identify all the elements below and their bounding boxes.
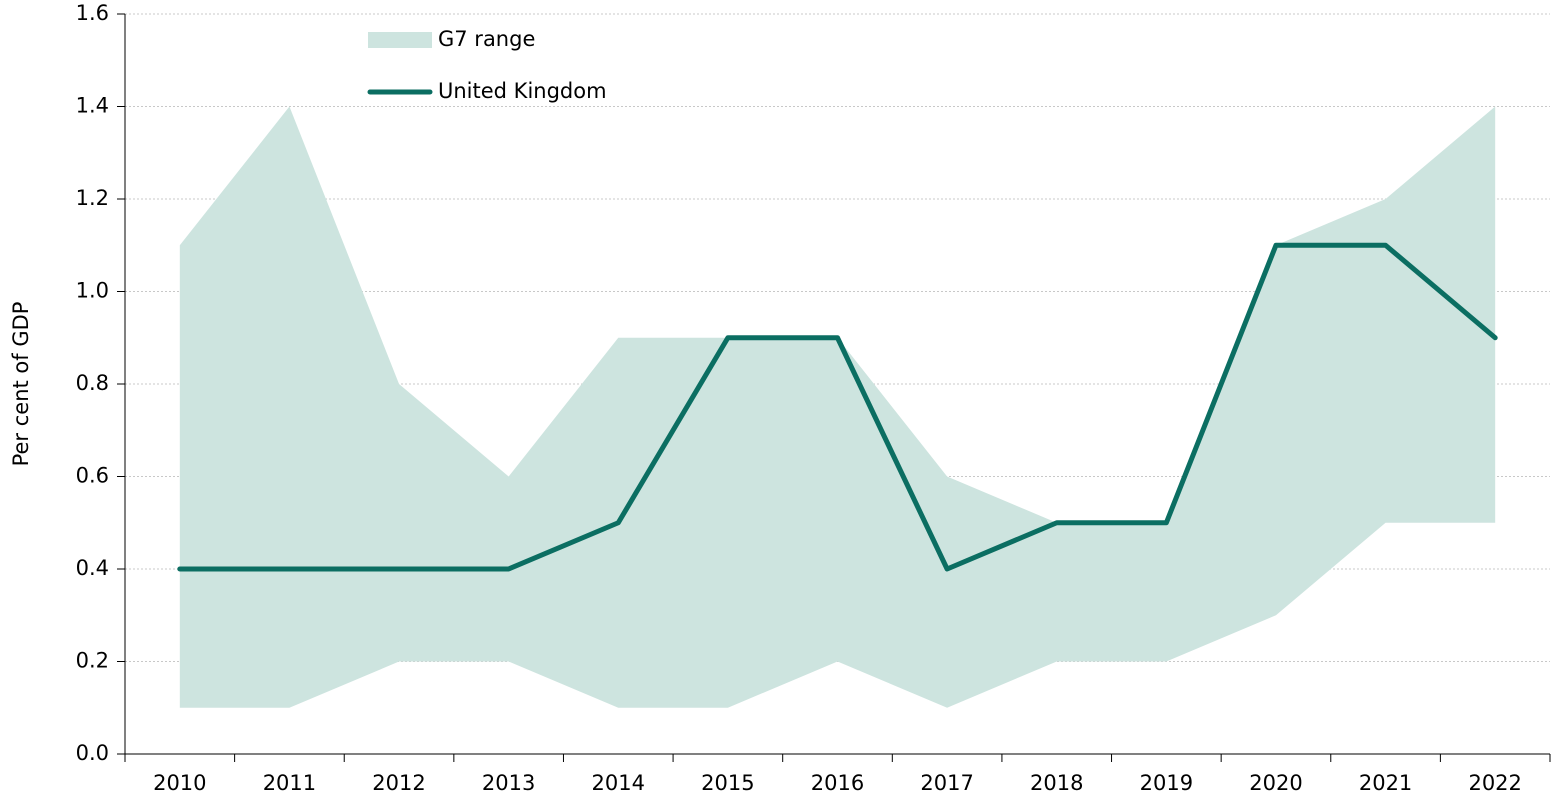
y-tick-label: 1.6 xyxy=(76,1,109,25)
y-tick-label: 1.0 xyxy=(76,279,109,303)
y-tick-label: 0.8 xyxy=(76,371,109,395)
x-tick-label: 2016 xyxy=(811,771,864,795)
line xyxy=(177,242,1498,572)
x-tick-label: 2020 xyxy=(1249,771,1302,795)
x-tick-label: 2018 xyxy=(1030,771,1083,795)
legend-swatch xyxy=(368,32,432,48)
y-tick-label: 0.4 xyxy=(76,556,109,580)
x-tick-label: 2012 xyxy=(372,771,425,795)
x-tick-label: 2015 xyxy=(701,771,754,795)
range-area xyxy=(179,106,1496,708)
x-tick-label: 2010 xyxy=(153,771,206,795)
y-tick-label: 0.2 xyxy=(76,649,109,673)
x-tick-label: 2013 xyxy=(482,771,535,795)
x-tick-label: 2019 xyxy=(1140,771,1193,795)
x-tick-label: 2017 xyxy=(920,771,973,795)
legend-label: G7 range xyxy=(438,27,535,51)
y-tick-label: 1.4 xyxy=(76,94,109,118)
y-axis-label: Per cent of GDP xyxy=(9,302,33,467)
legend-label: United Kingdom xyxy=(438,79,607,103)
y-tick-label: 0.6 xyxy=(76,464,109,488)
x-tick-label: 2014 xyxy=(592,771,645,795)
x-tick-label: 2011 xyxy=(263,771,316,795)
y-tick-label: 1.2 xyxy=(76,186,109,210)
y-tick-label: 0.0 xyxy=(76,741,109,765)
x-tick-label: 2021 xyxy=(1359,771,1412,795)
x-tick-label: 2022 xyxy=(1468,771,1521,795)
